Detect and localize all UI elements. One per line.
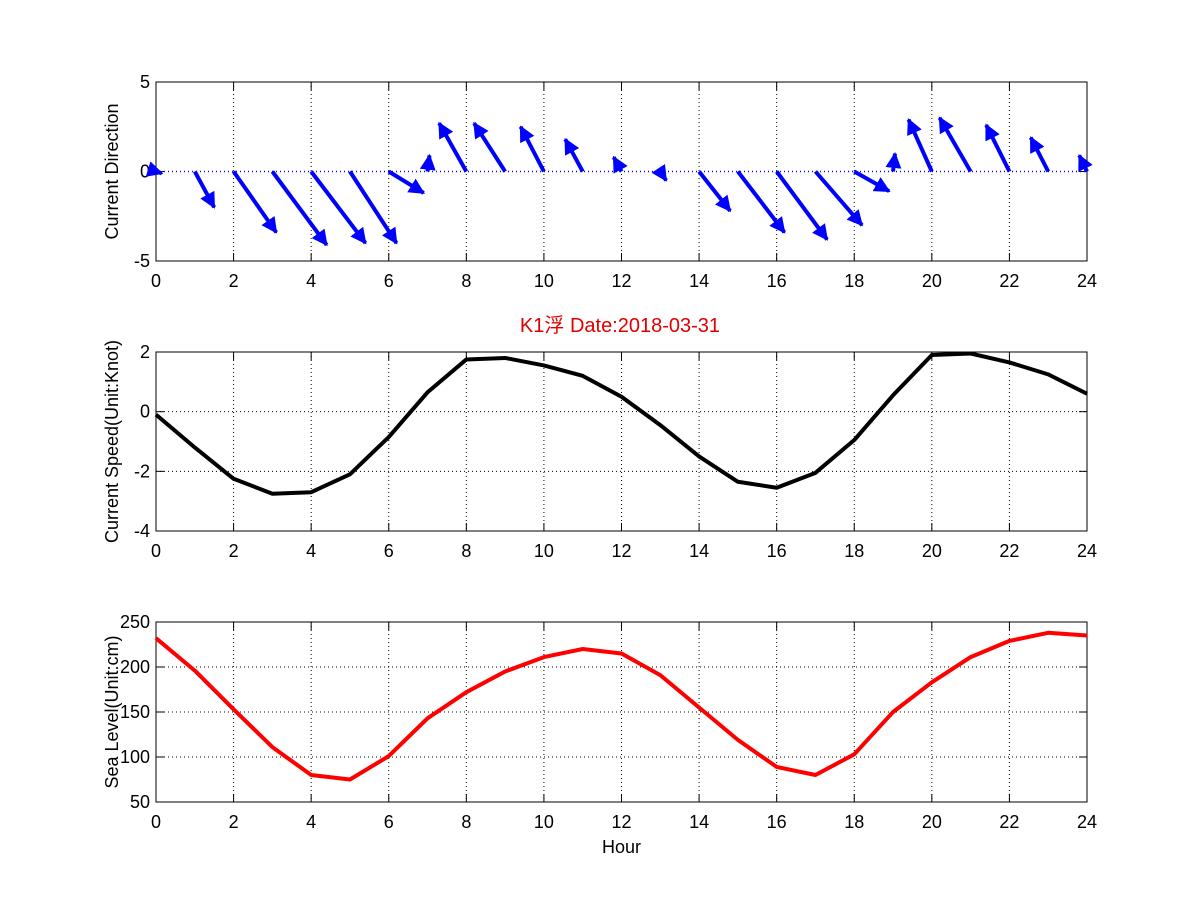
current-arrow (885, 152, 902, 172)
x-tick-label: 8 (461, 541, 471, 561)
x-tick-label: 22 (999, 271, 1019, 291)
x-tick-label: 24 (1077, 271, 1097, 291)
x-tick-label: 22 (999, 812, 1019, 832)
current-arrow (348, 170, 399, 245)
current-arrow (775, 170, 829, 241)
x-tick-label: 16 (767, 812, 787, 832)
y-tick-label: -4 (134, 521, 150, 541)
y-tick-label: 0 (140, 162, 150, 182)
plot-area (155, 351, 1088, 532)
x-tick-label: 8 (461, 271, 471, 291)
x-tick-label: 20 (922, 271, 942, 291)
current-arrow (611, 155, 628, 174)
current-arrow (1028, 136, 1050, 173)
current-arrow (563, 137, 585, 173)
x-tick-label: 10 (534, 812, 554, 832)
x-tick-label: 14 (689, 541, 709, 561)
figure-title: K1浮 Date:2018-03-31 (520, 314, 720, 337)
x-tick-label: 10 (534, 541, 554, 561)
x-tick-label: 16 (767, 271, 787, 291)
x-tick-label: 2 (229, 271, 239, 291)
current-arrow (387, 169, 426, 195)
x-tick-label: 8 (461, 812, 471, 832)
current-arrow (853, 169, 891, 193)
y-tick-label: 50 (130, 792, 150, 812)
x-tick-label: 2 (229, 541, 239, 561)
current-arrow (193, 170, 216, 209)
x-axis-label: Hour (602, 837, 641, 857)
x-tick-label: 14 (689, 271, 709, 291)
y-tick-label: 100 (120, 747, 150, 767)
y-tick-label: -5 (134, 251, 150, 271)
x-tick-label: 20 (922, 812, 942, 832)
y-tick-label: 150 (120, 702, 150, 722)
y-axis-label: Current Direction (102, 103, 122, 239)
y-axis-label: Sea Level(Unit:cm) (102, 635, 122, 788)
x-tick-label: 24 (1077, 812, 1097, 832)
x-tick-label: 2 (229, 812, 239, 832)
current-arrow (937, 116, 973, 173)
x-tick-label: 4 (306, 541, 316, 561)
current-arrow (419, 153, 436, 172)
current-arrow (736, 170, 787, 234)
current-arrow (697, 170, 732, 213)
y-tick-label: 200 (120, 657, 150, 677)
current-arrow (231, 170, 278, 234)
y-tick-label: 0 (140, 402, 150, 422)
current-arrow (1077, 153, 1093, 173)
current-arrow (437, 121, 469, 173)
current-arrow (309, 170, 368, 245)
x-tick-label: 20 (922, 541, 942, 561)
x-tick-label: 10 (534, 271, 554, 291)
x-tick-label: 12 (611, 271, 631, 291)
current-arrow (472, 121, 507, 173)
y-tick-label: 250 (120, 612, 150, 632)
current-arrow (813, 170, 864, 227)
y-axis-label: Current Speed(Unit:Knot) (102, 340, 122, 543)
y-tick-label: 5 (140, 72, 150, 92)
current-arrow (906, 118, 934, 173)
y-tick-label: -2 (134, 461, 150, 481)
x-tick-label: 16 (767, 541, 787, 561)
x-tick-label: 14 (689, 812, 709, 832)
x-tick-label: 22 (999, 541, 1019, 561)
current-arrow (651, 164, 668, 182)
x-tick-label: 4 (306, 812, 316, 832)
x-tick-label: 18 (844, 271, 864, 291)
x-tick-label: 12 (611, 541, 631, 561)
x-tick-label: 18 (844, 541, 864, 561)
current-arrow (518, 125, 546, 173)
x-tick-label: 0 (151, 812, 161, 832)
y-tick-label: 2 (140, 342, 150, 362)
x-tick-label: 0 (151, 541, 161, 561)
x-tick-label: 0 (151, 271, 161, 291)
current-arrow (270, 170, 329, 247)
x-tick-label: 12 (611, 812, 631, 832)
x-tick-label: 6 (384, 271, 394, 291)
x-tick-label: 6 (384, 541, 394, 561)
x-tick-label: 18 (844, 812, 864, 832)
x-tick-label: 4 (306, 271, 316, 291)
current-arrow (984, 123, 1012, 173)
x-tick-label: 24 (1077, 541, 1097, 561)
x-tick-label: 6 (384, 812, 394, 832)
